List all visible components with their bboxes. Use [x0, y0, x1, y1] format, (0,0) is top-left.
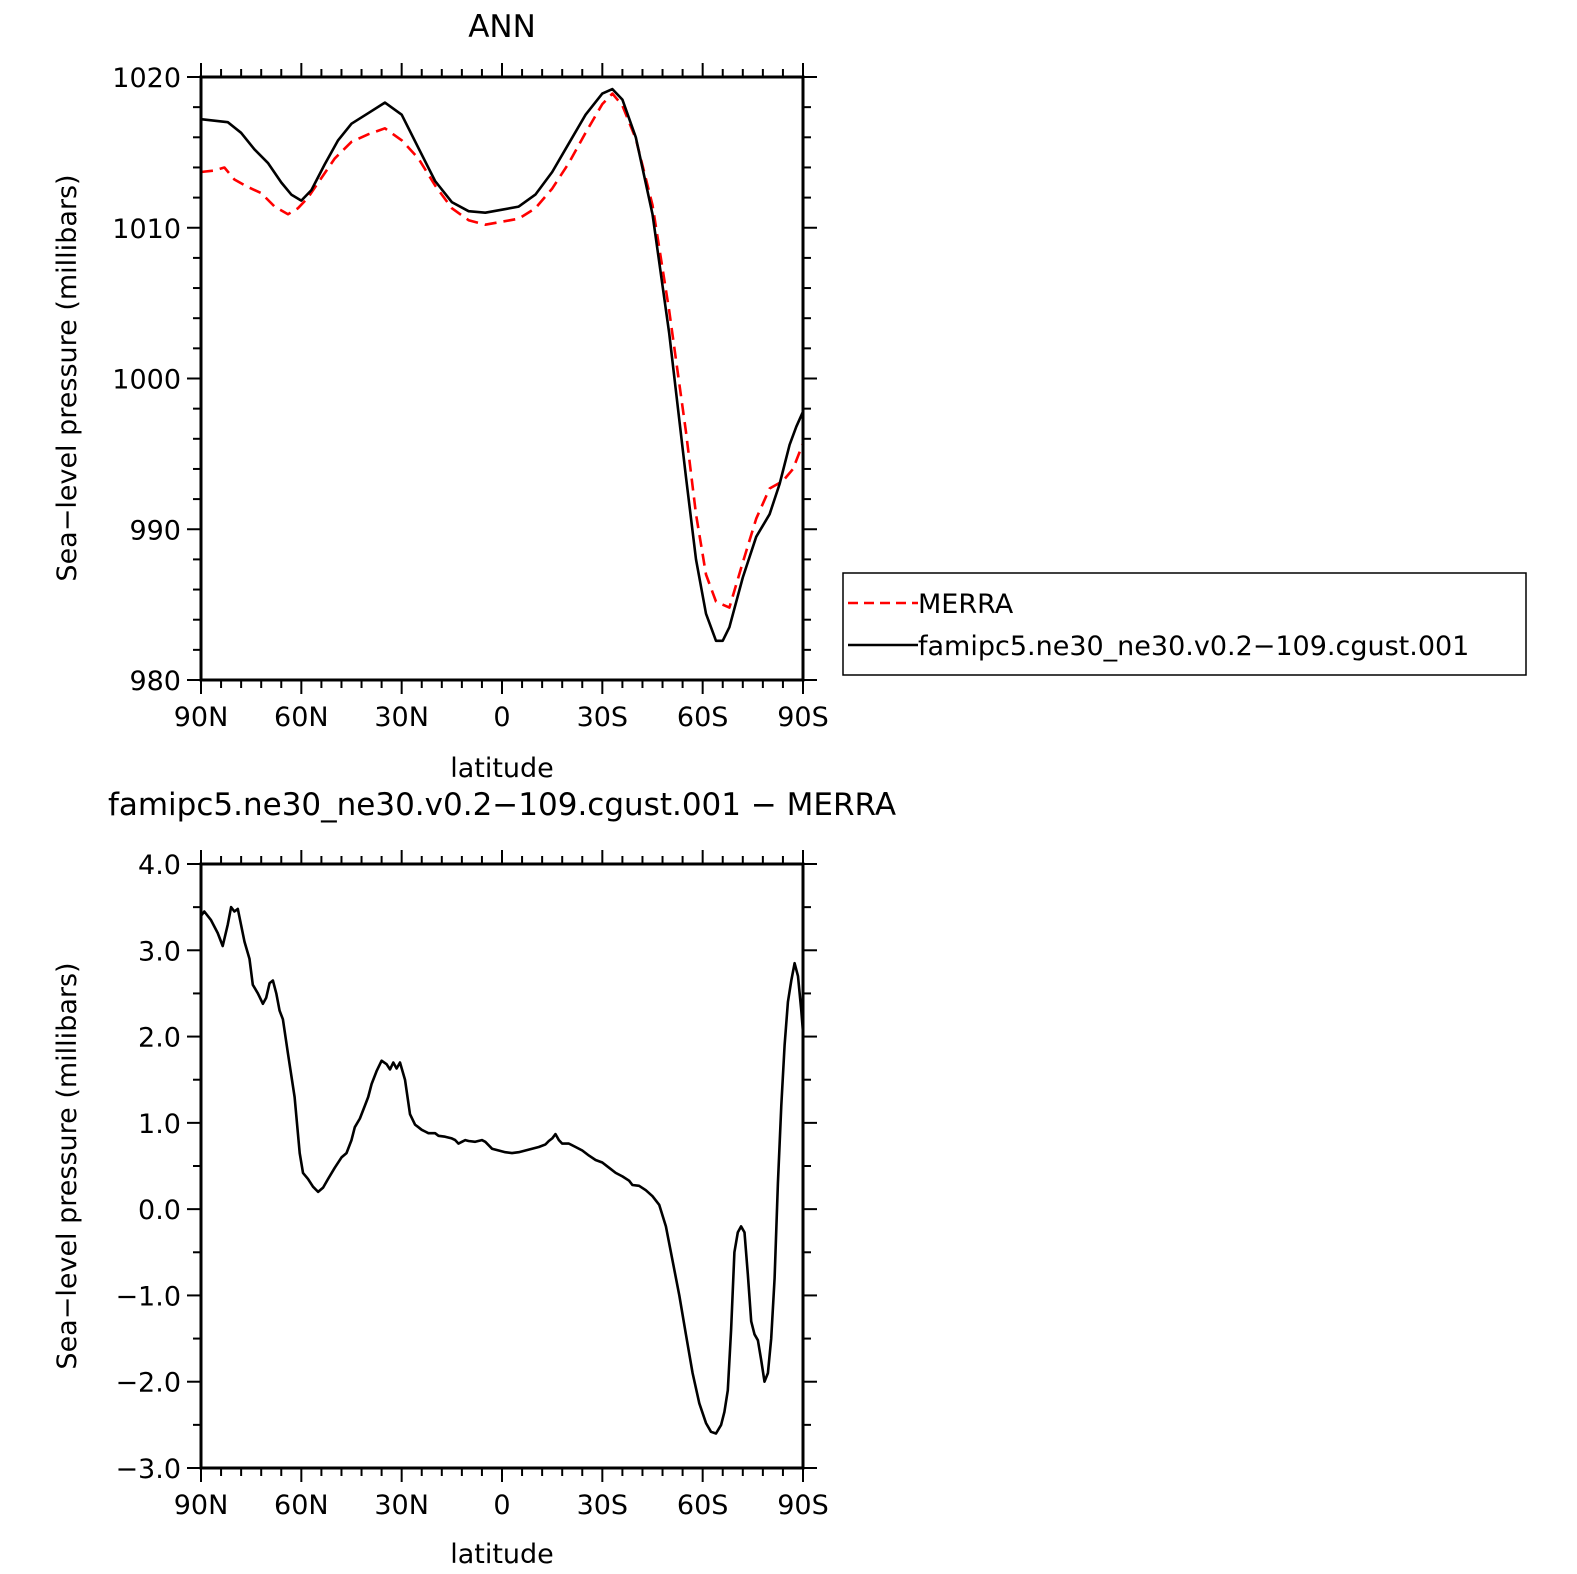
x-tick-label: 0 [493, 702, 510, 733]
legend: MERRA famipc5.ne30_ne30.v0.2−109.cgust.0… [842, 572, 1527, 676]
y-tick-label: 990 [129, 515, 181, 546]
x-tick-label: 30S [577, 702, 629, 733]
bottom-chart-panel: famipc5.ne30_ne30.v0.2−109.cgust.001 − M… [52, 787, 896, 1570]
top-y-axis-label: Sea−level pressure (millibars) [52, 174, 83, 581]
y-tick-label: 0.0 [138, 1195, 181, 1226]
x-tick-label: 90N [174, 702, 229, 733]
x-tick-label: 90S [777, 702, 829, 733]
y-tick-label: 4.0 [138, 850, 181, 881]
bottom-chart-title: famipc5.ne30_ne30.v0.2−109.cgust.001 − M… [108, 787, 896, 823]
y-tick-label: 1020 [112, 63, 181, 94]
series-line-0-1 [200, 87, 805, 643]
y-tick-label: −3.0 [115, 1454, 181, 1485]
top-plot-frame [199, 75, 805, 682]
bottom-y-axis-label: Sea−level pressure (millibars) [52, 962, 83, 1369]
y-tick-label: 2.0 [138, 1023, 181, 1054]
top-chart-series [200, 87, 805, 643]
bottom-chart-tick-labels: 90N 60N 30N 0 30S 60S 90S −3.0 −2.0 −1.0 0.0 1.0 2.0… [115, 850, 828, 1521]
x-tick-label: 90S [777, 1490, 829, 1521]
y-tick-label: 1010 [112, 214, 181, 245]
x-tick-label: 60S [677, 702, 729, 733]
bottom-plot-frame [199, 862, 805, 1470]
bottom-x-axis-label: latitude [450, 1539, 554, 1570]
top-x-axis-label: latitude [450, 753, 554, 784]
top-chart-tick-labels: 90N 60N 30N 0 30S 60S 90S 980 990 1000 1010 1020 [112, 63, 828, 733]
y-tick-label: 1000 [112, 365, 181, 396]
x-tick-label: 30S [577, 1490, 629, 1521]
x-tick-label: 60S [677, 1490, 729, 1521]
legend-label-merra: MERRA [918, 589, 1014, 620]
y-tick-label: −2.0 [115, 1368, 181, 1399]
y-tick-label: 1.0 [138, 1109, 181, 1140]
x-tick-label: 30N [374, 1490, 429, 1521]
bottom-chart-series [199, 905, 805, 1435]
bottom-chart-ticks [187, 850, 817, 1482]
y-tick-label: −1.0 [115, 1281, 181, 1312]
y-tick-label: 980 [129, 666, 181, 697]
x-tick-label: 30N [374, 702, 429, 733]
series-line-1-0 [199, 905, 805, 1435]
x-tick-label: 60N [274, 702, 329, 733]
series-line-0-0 [200, 92, 805, 609]
legend-label-model: famipc5.ne30_ne30.v0.2−109.cgust.001 [918, 631, 1469, 662]
x-tick-label: 0 [493, 1490, 510, 1521]
y-tick-label: 3.0 [138, 936, 181, 967]
x-tick-label: 60N [274, 1490, 329, 1521]
top-chart-panel: ANN 90N 60N 30N 0 30S 60S 90S 980 990 1000 1010 102… [52, 9, 829, 784]
legend-box [842, 572, 1527, 676]
x-tick-label: 90N [174, 1490, 229, 1521]
top-chart-ticks [187, 63, 817, 694]
top-chart-title: ANN [468, 9, 536, 45]
